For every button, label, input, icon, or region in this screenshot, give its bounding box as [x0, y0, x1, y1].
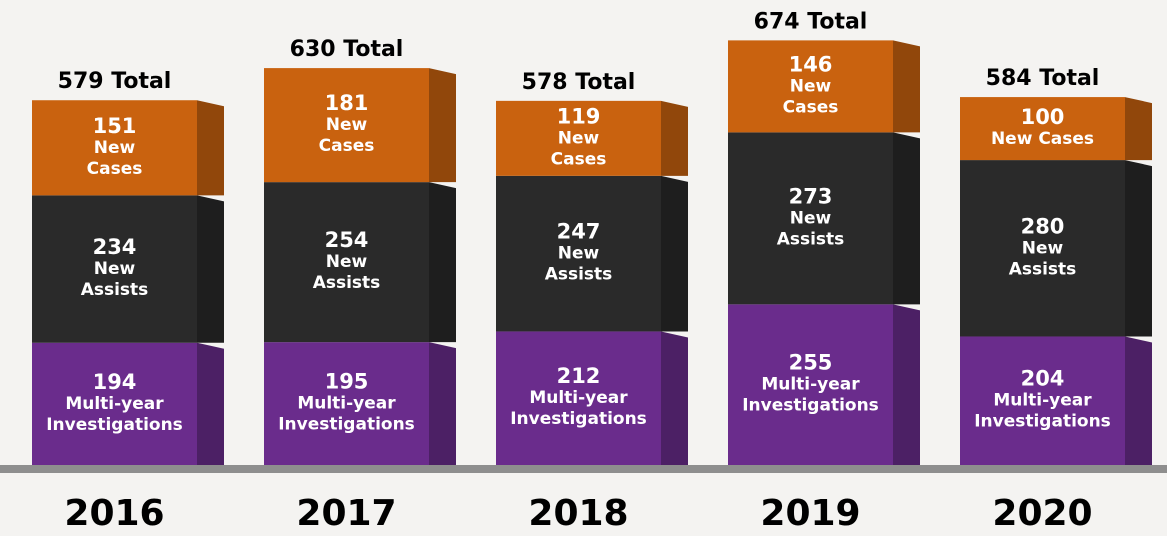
bar-segment	[960, 336, 1125, 465]
segment-name: New Cases	[87, 138, 143, 179]
total-label: 674 Total	[754, 9, 868, 34]
segment-value: 234	[93, 235, 137, 259]
segment-name: New Cases	[783, 76, 839, 117]
segment-name: New Assists	[545, 244, 613, 285]
x-tick-label: 2017	[296, 493, 396, 534]
bar-segment	[728, 304, 893, 465]
bar-side	[893, 40, 920, 133]
bar-segment	[264, 342, 429, 465]
bar-segment	[264, 182, 429, 343]
bar-segment	[496, 331, 661, 465]
segment-name: Multi-year Investigations	[278, 394, 415, 435]
bar-side	[661, 331, 688, 465]
segment-value: 204	[1021, 367, 1065, 391]
segment-value: 100	[1021, 105, 1065, 129]
segment-name: New Assists	[81, 259, 149, 300]
bar-side	[661, 100, 688, 176]
bar-segment	[32, 100, 197, 196]
segment-name: New Cases	[991, 129, 1094, 149]
bar-side	[197, 342, 224, 465]
segment-value: 119	[557, 104, 601, 128]
bar-segment	[728, 40, 893, 133]
segment-name: Multi-year Investigations	[46, 394, 183, 435]
x-tick-label: 2020	[992, 493, 1092, 534]
total-label: 630 Total	[290, 37, 404, 62]
segment-name: Multi-year Investigations	[742, 375, 879, 416]
bar-side	[893, 304, 920, 465]
bar-segment	[32, 195, 197, 343]
total-label: 579 Total	[58, 69, 172, 94]
x-tick-label: 2018	[528, 493, 628, 534]
bar-side	[429, 342, 456, 465]
segment-value: 247	[557, 220, 601, 244]
bar-side	[1125, 336, 1152, 465]
segment-value: 194	[93, 370, 137, 394]
bar-side	[661, 175, 688, 332]
bar-segment	[960, 97, 1125, 161]
segment-value: 181	[325, 91, 369, 115]
segment-name: Multi-year Investigations	[510, 388, 647, 429]
x-tick-label: 2016	[64, 493, 164, 534]
segment-value: 212	[557, 364, 601, 388]
bar-side	[1125, 160, 1152, 337]
total-label: 584 Total	[986, 66, 1100, 91]
bar-side	[429, 182, 456, 343]
segment-value: 151	[93, 114, 137, 138]
segment-value: 280	[1021, 214, 1065, 238]
bar-side	[429, 68, 456, 183]
bar-segment	[496, 175, 661, 332]
bar-segment	[496, 100, 661, 176]
bar-segment	[728, 132, 893, 305]
segment-value: 254	[325, 228, 369, 252]
bar-side	[893, 132, 920, 305]
bar-segment	[960, 160, 1125, 337]
segment-value: 273	[789, 184, 833, 208]
segment-value: 255	[789, 351, 833, 375]
segment-name: Multi-year Investigations	[974, 391, 1111, 432]
segment-value: 146	[789, 52, 833, 76]
segment-value: 195	[325, 370, 369, 394]
bar-segment	[264, 68, 429, 183]
bar-side	[197, 100, 224, 196]
bar-segment	[32, 342, 197, 465]
segment-name: New Assists	[1009, 238, 1077, 279]
total-label: 578 Total	[522, 70, 636, 95]
floor	[0, 465, 1167, 473]
segment-name: New Cases	[551, 128, 607, 169]
segment-name: New Assists	[777, 208, 845, 249]
bar-side	[1125, 97, 1152, 161]
bar-side	[197, 195, 224, 343]
segment-name: New Cases	[319, 115, 375, 156]
segment-name: New Assists	[313, 252, 381, 293]
x-tick-label: 2019	[760, 493, 860, 534]
